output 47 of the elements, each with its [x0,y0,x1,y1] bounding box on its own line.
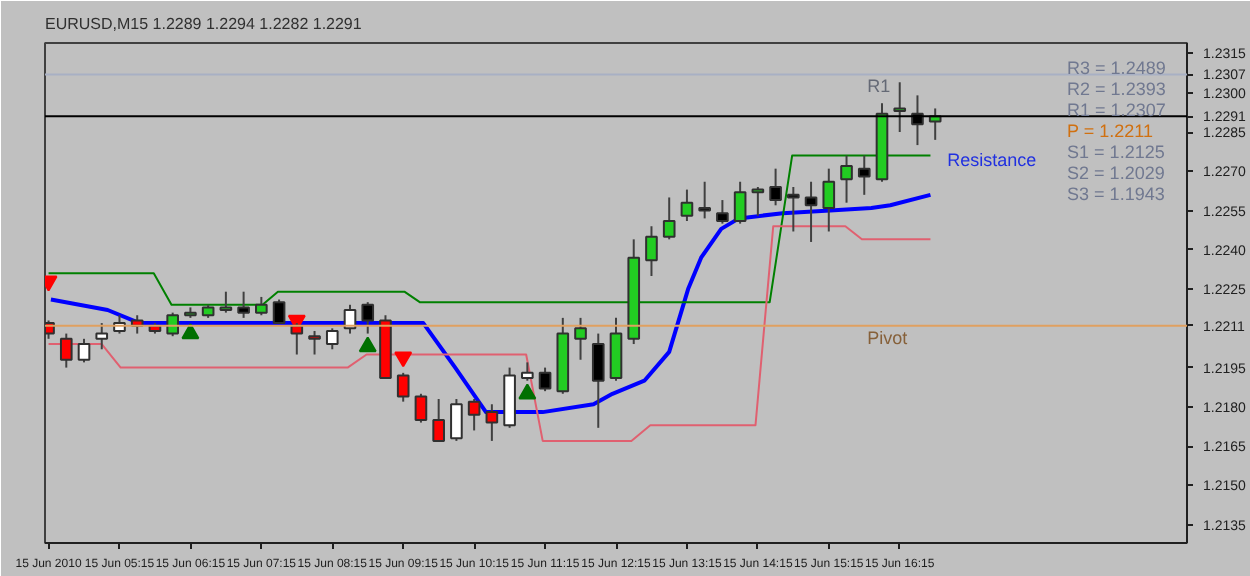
ref-line-label: R1 [867,76,891,97]
candlestick [591,332,605,429]
annotation: S1 = 1.2125 [1067,142,1165,162]
annotation: S3 = 1.1943 [1067,184,1165,204]
candlestick [521,361,534,382]
candlestick [769,167,782,207]
candlestick [645,225,658,277]
candlestick [166,311,179,338]
annotation: R3 = 1.2489 [1067,58,1166,78]
candlestick [325,327,339,351]
annotation: R2 = 1.2393 [1067,79,1166,99]
candlestick [733,180,747,225]
candlestick [485,403,499,442]
candlestick [361,301,375,335]
candlestick [308,329,321,356]
candlestick [272,298,286,325]
annotation: P = 1.2211 [1067,121,1154,141]
candlestick [804,180,818,243]
candlestick [698,180,711,220]
candlestick [787,185,800,233]
candlestick [77,337,91,364]
candlestick [857,154,871,196]
ref-line-label: Pivot [867,327,909,348]
candlestick [840,154,853,204]
candlestick [414,392,428,424]
candlestick [680,188,694,223]
candlestick [716,199,729,225]
candlestick [59,332,73,369]
candlestick [662,196,676,241]
chart-title: EURUSD,M15 1.2289 1.2294 1.2282 1.2291 [45,15,363,33]
candlestick [574,316,587,361]
candlestick [255,295,268,317]
candlestick [450,398,463,442]
candlestick [893,81,907,134]
line-series [47,225,932,442]
annotation: Resistance [947,150,1037,170]
candlestick [467,398,481,432]
candlestick [219,290,233,314]
candlestick [95,322,109,351]
candlestick [538,366,552,393]
annotation: S2 = 1.2029 [1067,163,1165,183]
candlestick [609,316,623,382]
candlestick [396,371,410,403]
annotation: R1 = 1.2307 [1067,100,1166,120]
candlestick [237,290,250,319]
candlestick [432,398,445,442]
candlestick [822,167,836,233]
